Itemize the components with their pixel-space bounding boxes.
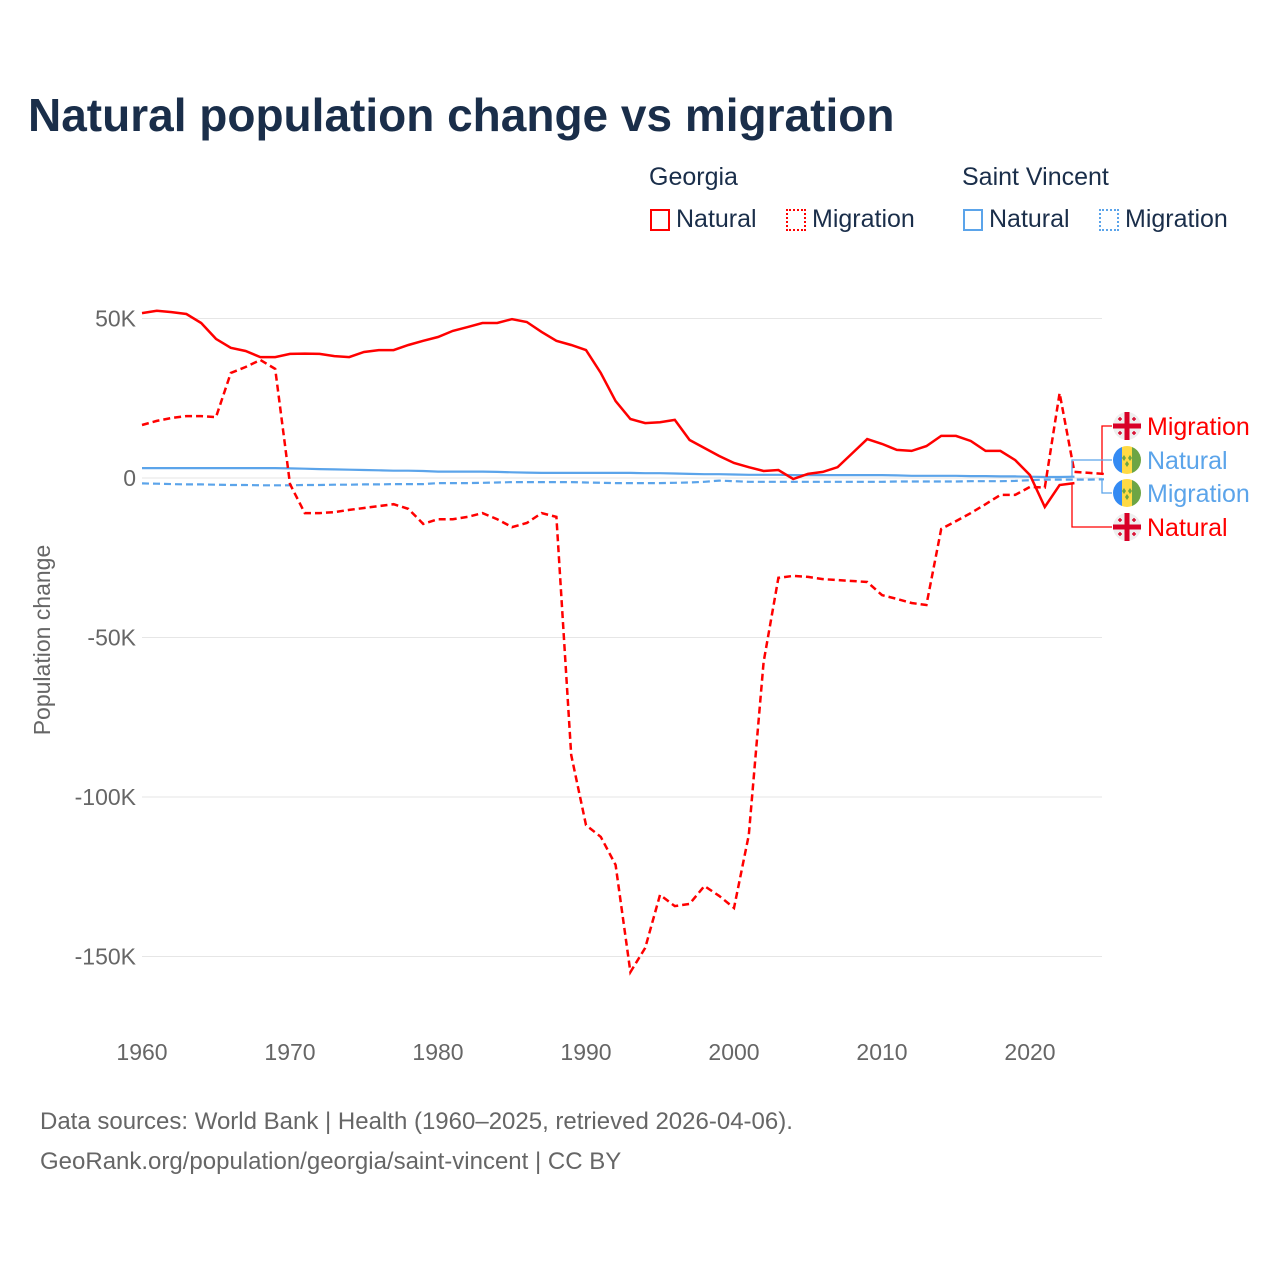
- flag-green: [1132, 446, 1141, 474]
- legend-swatch: [650, 208, 670, 231]
- y-tick-label: -100K: [75, 784, 137, 810]
- legend-saint-vincent-natural[interactable]: Natural: [963, 205, 1070, 234]
- saint-vincent-flag-icon: [1113, 446, 1141, 474]
- legend-saint-vincent-migration[interactable]: Migration: [1099, 205, 1228, 234]
- label-connector: [1071, 482, 1112, 528]
- flag-diamond: [1125, 494, 1129, 500]
- flag-yellow: [1122, 479, 1132, 507]
- legend-label: Migration: [812, 205, 915, 233]
- legend-swatch: [963, 208, 983, 231]
- flag-small-cross: [1133, 518, 1135, 522]
- flag-diamond: [1128, 488, 1132, 494]
- y-tick-label: -50K: [87, 625, 136, 651]
- flag-cross: [1113, 524, 1141, 530]
- chart-title: Natural population change vs migration: [28, 89, 895, 141]
- flag-blue: [1113, 479, 1122, 507]
- legend-group-saint-vincent: Saint Vincent: [962, 163, 1109, 191]
- end-label: Natural: [1147, 514, 1228, 542]
- footer-sources: Data sources: World Bank | Health (1960–…: [40, 1108, 793, 1135]
- x-tick-label: 2020: [1004, 1039, 1055, 1065]
- series-line-saint-vincent-natural: [142, 467, 1075, 479]
- flag-small-cross: [1133, 417, 1135, 421]
- legend-label: Natural: [989, 205, 1070, 233]
- legend-georgia-natural[interactable]: Natural: [650, 205, 757, 234]
- y-tick-label: -150K: [75, 944, 137, 970]
- flag-small-cross: [1119, 518, 1121, 522]
- legend-label: Natural: [676, 205, 757, 233]
- legend-georgia-migration[interactable]: Migration: [786, 205, 915, 234]
- flag-small-cross: [1133, 532, 1135, 536]
- x-tick-label: 2010: [856, 1039, 907, 1065]
- legend-group-georgia: Georgia: [649, 163, 738, 191]
- end-label: Migration: [1147, 480, 1250, 508]
- flag-yellow: [1122, 446, 1132, 474]
- x-tick-label: 1990: [560, 1039, 611, 1065]
- flag-small-cross: [1119, 431, 1121, 435]
- series-line-georgia-natural: [141, 309, 1075, 510]
- flag-diamond: [1122, 455, 1126, 461]
- flag-diamond: [1122, 488, 1126, 494]
- series-line-saint-vincent-migration: [141, 478, 1105, 487]
- flag-small-cross: [1119, 417, 1121, 421]
- flag-diamond: [1128, 455, 1132, 461]
- georgia-flag-icon: [1113, 412, 1141, 440]
- y-axis-label: Population change: [29, 545, 55, 736]
- series-line-georgia-migration: [141, 358, 1105, 976]
- x-tick-label: 2000: [708, 1039, 759, 1065]
- footer-url[interactable]: GeoRank.org/population/georgia/saint-vin…: [40, 1148, 622, 1175]
- label-connector: [1071, 459, 1112, 478]
- georgia-flag-icon: [1113, 513, 1141, 541]
- legend-label: Migration: [1125, 205, 1228, 233]
- y-tick-label: 50K: [95, 306, 137, 332]
- end-label: Migration: [1147, 413, 1250, 441]
- saint-vincent-flag-icon: [1113, 479, 1141, 507]
- flag-cross: [1113, 423, 1141, 429]
- legend-swatch: [1099, 208, 1119, 231]
- flag-diamond: [1125, 461, 1129, 467]
- x-tick-label: 1980: [412, 1039, 463, 1065]
- flag-small-cross: [1133, 431, 1135, 435]
- x-tick-label: 1960: [116, 1039, 167, 1065]
- legend-swatch: [786, 208, 806, 231]
- x-tick-label: 1970: [264, 1039, 315, 1065]
- y-tick-label: 0: [123, 465, 136, 491]
- flag-green: [1132, 479, 1141, 507]
- flag-small-cross: [1119, 532, 1121, 536]
- end-label: Natural: [1147, 447, 1228, 475]
- label-connector: [1101, 425, 1112, 475]
- flag-blue: [1113, 446, 1122, 474]
- label-connector: [1101, 478, 1112, 494]
